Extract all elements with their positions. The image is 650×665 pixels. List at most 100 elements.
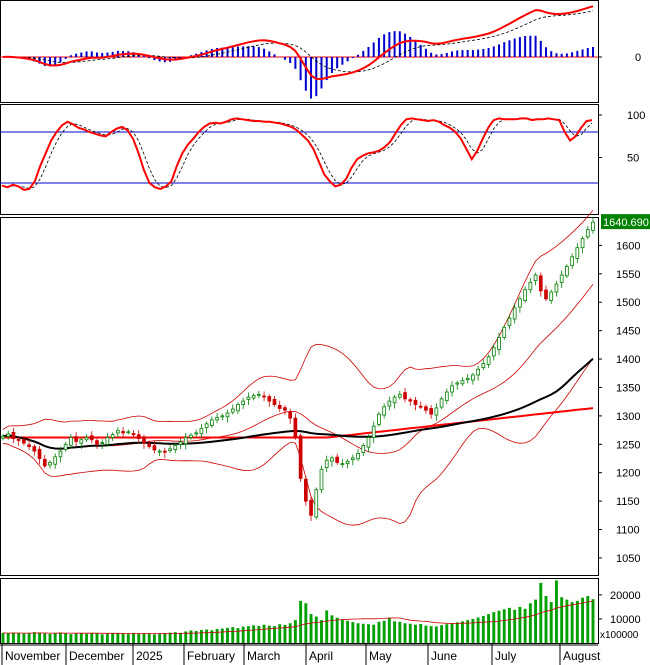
volume-bar [64,633,68,643]
price-axis-label: 1550 [616,269,640,281]
candle-body [293,417,298,438]
volume-bar [570,602,574,643]
volume-bar [226,627,229,643]
candle-body [204,423,209,428]
price-axis-label: 1150 [616,496,640,508]
candle-body [565,266,569,277]
volume-bar [267,625,271,643]
volume-bar [450,623,454,643]
ma-mid-line [2,357,594,450]
volume-bar [361,623,365,643]
volume-bar [220,628,224,643]
candle-body [89,435,94,441]
volume-bar [241,626,245,643]
candle-body [392,396,397,404]
volume-bar [565,599,569,643]
volume-bar [100,634,104,643]
candle-body [538,275,543,292]
candle-body [580,238,585,249]
candle-body [450,385,454,393]
price-axis-label: 1350 [616,382,640,394]
candle-body [366,437,371,448]
volume-bar [32,632,36,643]
candle-body [163,450,167,453]
volume-bar [152,634,156,643]
candle-body [11,431,16,440]
candle-body [523,289,527,301]
volume-bar [356,623,360,643]
candle-body [387,400,392,407]
volume-bar [210,630,214,643]
price-axis-label: 1400 [616,354,640,366]
volume-bar [398,621,402,643]
x-axis-label: August [563,649,601,663]
candle-body [591,221,595,231]
candle-body [465,377,470,381]
candle-body [6,433,11,437]
price-panel [0,217,599,576]
candle-body [502,326,507,338]
candle-body [518,298,522,308]
volume-bar [137,633,141,643]
x-axis-label: July [495,649,516,663]
volume-bar [69,634,73,643]
x-axis-label: April [309,649,333,663]
volume-bar [497,610,501,643]
volume-bar [581,597,585,643]
stochastic-signal-line [1,118,593,189]
volume-bar [487,614,491,643]
candle-body [497,337,501,350]
volume-bar [325,610,329,643]
volume-bar [48,633,52,643]
volume-bar [90,632,94,643]
volume-bar [544,596,548,643]
last-price-tag [601,214,650,230]
volume-bar [205,629,209,643]
volume-bar [199,630,203,643]
candle-body [491,347,496,357]
candle-body [585,229,590,238]
volume-bar [481,616,485,643]
candle-body [283,407,287,411]
candle-body [105,437,110,445]
volume-bar [340,619,344,643]
candle-body [288,411,293,419]
candle-body [142,436,146,444]
volume-bar [434,626,438,643]
candle-body [241,400,246,405]
volume-bar [591,599,595,643]
candle-body [194,432,199,435]
volume-bar [43,633,47,643]
candle-body [16,439,21,441]
macd-line [2,5,594,81]
volume-bar [429,626,433,643]
stochastic-panel [0,104,599,215]
volume-bar [252,625,256,643]
volume-bar [236,628,240,643]
volume-bar [17,633,21,643]
volume-bar [105,633,109,643]
price-axis-label: 1600 [616,240,640,252]
candle-body [236,404,240,412]
candle-body [460,380,465,385]
candle-body [246,396,251,400]
candle-body [471,374,475,381]
volume-bar [11,632,15,643]
x-axis-label: February [187,649,235,663]
candle-body [408,399,413,402]
volume-bar [163,633,167,643]
candle-body [189,434,193,438]
volume-bar [586,596,590,643]
volume-bar [288,623,292,643]
candle-body [455,382,460,385]
candle-body [429,408,433,415]
volume-bar [534,599,538,643]
candle-body [418,405,423,408]
volume-bar [1,632,5,643]
volume-bar [257,625,261,643]
candle-body [512,307,517,320]
volume-bar [173,632,177,643]
volume-bar [382,620,386,643]
price-axis-label: 1100 [616,525,640,537]
